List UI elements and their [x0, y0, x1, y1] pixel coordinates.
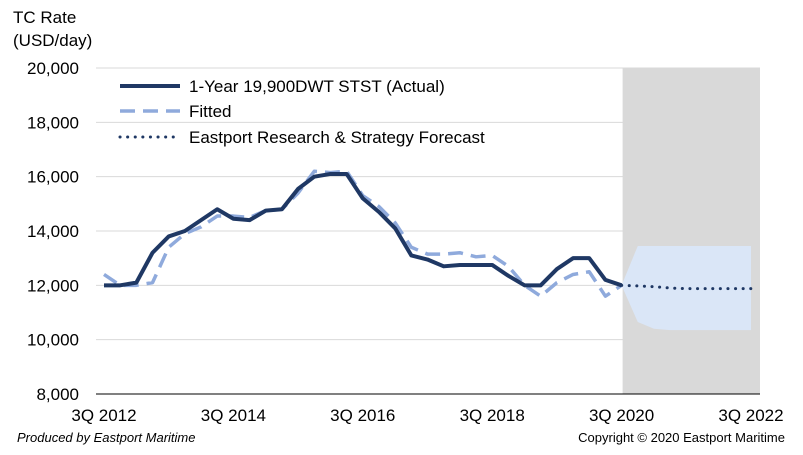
y-tick-label: 18,000: [27, 113, 79, 132]
y-tick-label: 14,000: [27, 222, 79, 241]
forecast-band-layer: [621, 245, 751, 331]
x-tick-label: 3Q 2012: [71, 406, 136, 425]
y-tick-label: 10,000: [27, 331, 79, 350]
series-line-solid: [104, 171, 623, 288]
x-tick-label: 3Q 2018: [460, 406, 525, 425]
legend-label: Eastport Research & Strategy Forecast: [189, 128, 485, 147]
x-tick-label: 3Q 2020: [589, 406, 654, 425]
x-tick-label: 3Q 2016: [330, 406, 395, 425]
y-tick-label: 16,000: [27, 168, 79, 187]
gridlines: [96, 67, 760, 341]
y-axis-title: TC Rate (USD/day): [13, 8, 92, 50]
tc-rate-chart: 8,000 10,000 12,000 14,000 16,000 18,000 20,00…: [13, 8, 784, 425]
y-axis-title-line: (USD/day): [13, 31, 92, 50]
axes: 8,000 10,000 12,000 14,000 16,000 18,000 20,00…: [27, 59, 784, 425]
series-lines: [103, 169, 753, 298]
x-tick-label: 3Q 2014: [201, 406, 266, 425]
footer-produced-by: Produced by Eastport Maritime: [17, 430, 196, 445]
y-tick-label: 12,000: [27, 276, 79, 295]
y-axis-title-line: TC Rate: [13, 8, 76, 27]
footer-copyright: Copyright © 2020 Eastport Maritime: [578, 430, 785, 445]
y-tick-label: 20,000: [27, 59, 79, 78]
legend: 1-Year 19,900DWT STST (Actual) Fitted East…: [118, 77, 485, 147]
series-line-dotted: [620, 283, 753, 291]
legend-label: 1-Year 19,900DWT STST (Actual): [189, 77, 445, 96]
legend-label: Fitted: [189, 102, 232, 121]
forecast-range-band: [621, 245, 751, 331]
x-tick-label: 3Q 2022: [718, 406, 783, 425]
y-tick-label: 8,000: [36, 385, 79, 404]
